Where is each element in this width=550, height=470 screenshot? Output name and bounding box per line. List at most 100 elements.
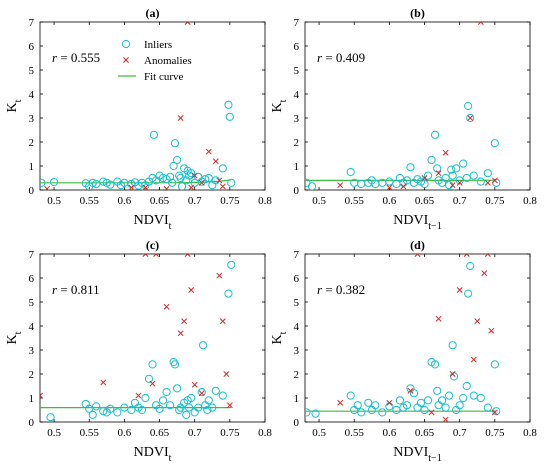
y-axis-label-main: K	[5, 334, 20, 344]
r-symbol: r	[317, 282, 323, 297]
x-axis-label-sub: t	[169, 221, 172, 232]
inlier-point	[459, 159, 468, 168]
inlier-point	[357, 408, 366, 417]
y-tick-label: 4	[29, 89, 35, 101]
inlier-point	[165, 401, 175, 410]
inlier-point	[346, 391, 355, 400]
inlier-point	[455, 176, 464, 185]
data-layer	[305, 22, 501, 190]
inlier-point	[225, 112, 234, 121]
anomaly-point	[449, 182, 456, 189]
inlier-point	[423, 171, 433, 180]
inlier-point	[448, 171, 457, 180]
y-tick-label: 6	[29, 273, 35, 285]
x-axis-label-sub: t−1	[428, 453, 441, 464]
inlier-point	[173, 155, 182, 165]
panel-title: (b)	[410, 6, 425, 20]
inlier-point	[155, 404, 164, 413]
anomaly-point	[188, 184, 195, 190]
y-tick-label: 0	[294, 185, 300, 197]
anomaly-point	[337, 399, 344, 406]
anomaly-point	[142, 254, 149, 257]
inlier-point	[350, 405, 359, 415]
anomaly-point	[191, 172, 198, 179]
inlier-point	[49, 177, 59, 187]
y-axis-label: Kt	[5, 331, 24, 344]
inlier-point	[137, 405, 147, 415]
y-axis-label: Kt	[270, 331, 289, 344]
inlier-point	[227, 260, 236, 269]
anomaly-point	[456, 179, 463, 186]
anomaly-point	[177, 115, 184, 121]
anomaly-point	[100, 379, 107, 386]
inlier-point	[184, 403, 194, 412]
y-tick-label: 3	[294, 113, 300, 125]
inlier-point	[476, 177, 485, 186]
inlier-point	[346, 167, 355, 177]
inlier-point	[305, 178, 311, 187]
inlier-point	[194, 403, 203, 412]
anomaly-point	[212, 158, 219, 165]
r-symbol: r	[317, 50, 323, 65]
inlier-point	[85, 404, 94, 413]
inlier-point	[218, 391, 227, 400]
inlier-point	[402, 401, 412, 410]
inlier-point	[409, 389, 419, 398]
inlier-point	[445, 391, 454, 400]
y-tick-label: 1	[294, 393, 300, 405]
y-tick-label: 5	[29, 297, 35, 309]
inlier-point	[227, 178, 236, 187]
y-tick-label: 3	[29, 345, 35, 357]
inlier-point	[413, 403, 422, 412]
inlier-point	[483, 169, 492, 178]
y-tick-label: 0	[29, 417, 35, 429]
inlier-point	[177, 182, 187, 190]
y-tick-label: 3	[29, 113, 35, 125]
panel-title: (c)	[146, 238, 159, 252]
inlier-point	[162, 387, 171, 397]
anomaly-point	[337, 182, 344, 189]
plot-frame	[39, 253, 266, 423]
legend-inliers-label: Inliers	[144, 39, 172, 51]
anomaly-point	[435, 315, 442, 322]
inlier-point	[406, 163, 415, 172]
x-tick-label: 0.5	[47, 195, 61, 207]
inlier-point	[165, 172, 175, 181]
anomaly-point	[463, 254, 470, 257]
anomaly-point	[188, 287, 195, 293]
anomaly-point	[219, 183, 226, 190]
y-axis-label-sub: t	[278, 331, 289, 334]
anomaly-point	[219, 318, 226, 325]
anomaly-point	[205, 148, 212, 155]
y-tick-label: 0	[29, 185, 35, 197]
inlier-point	[452, 405, 461, 415]
inlier-point	[433, 164, 442, 173]
panel-c: 0.5 0.55 0.6 0.65 0.7 0.75 0.8 0 1 2 3 4 5 6 7 (c) r = 0…	[5, 238, 272, 464]
y-tick-label: 1	[29, 161, 35, 173]
inlier-point	[459, 393, 468, 403]
y-tick-label: 3	[294, 345, 300, 357]
anomaly-point	[44, 185, 50, 190]
anomaly-point	[481, 270, 488, 277]
y-axis-label: Kt	[270, 99, 289, 112]
inlier-point	[420, 405, 429, 415]
plot-frame	[304, 253, 531, 423]
inlier-point	[420, 179, 429, 189]
inlier-point	[187, 169, 196, 178]
x-axis-label: NDVIt	[134, 213, 172, 232]
inlier-point	[441, 173, 450, 183]
inlier-point	[203, 405, 212, 415]
anomaly-point	[184, 22, 191, 25]
panel-title: (a)	[146, 6, 160, 20]
y-tick-label: 6	[294, 41, 300, 53]
x-tick-label: 0.6	[118, 427, 132, 439]
anomaly-point	[135, 392, 142, 399]
plot-frame	[304, 21, 531, 191]
x-tick-label: 0.65	[415, 195, 435, 207]
anomaly-point	[149, 380, 156, 387]
anomaly-point	[442, 416, 449, 422]
x-tick-label: 0.6	[383, 195, 397, 207]
inlier-point	[168, 178, 177, 187]
y-tick-label: 0	[294, 417, 300, 429]
